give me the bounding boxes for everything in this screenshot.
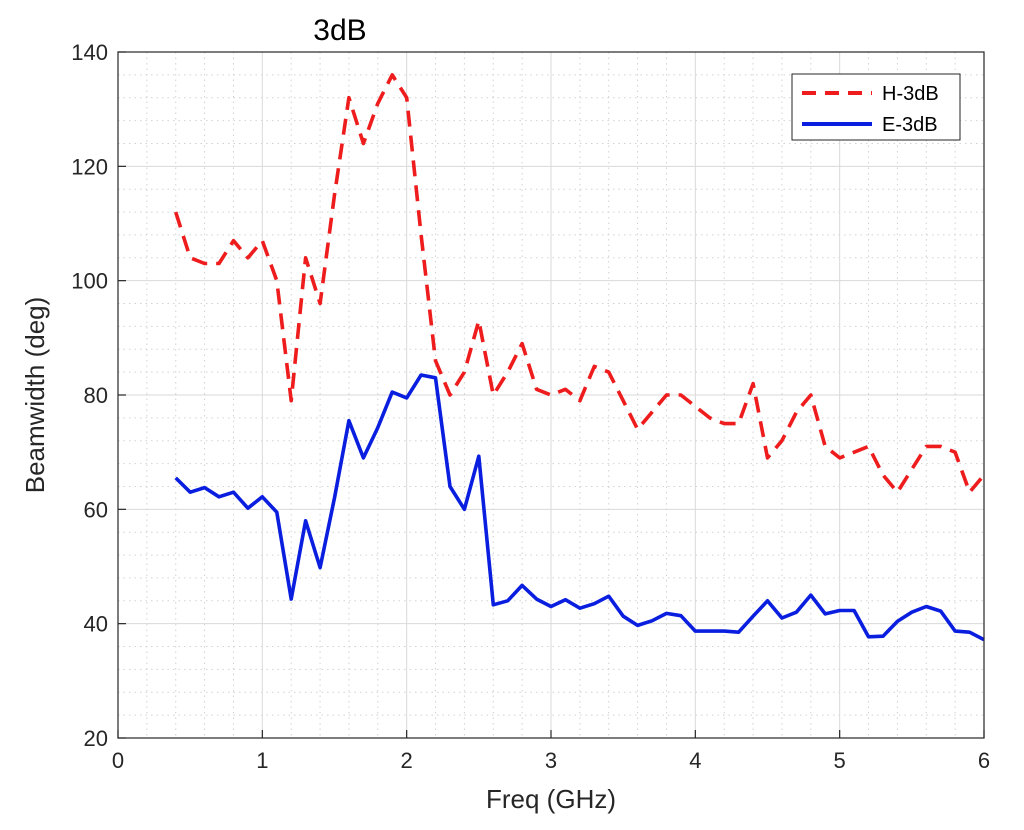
- y-tick-label: 40: [84, 612, 108, 637]
- y-axis-label: Beamwidth (deg): [20, 297, 50, 494]
- legend-label-e-3db: E-3dB: [882, 114, 938, 136]
- x-tick-label: 4: [689, 748, 701, 773]
- x-tick-label: 3: [545, 748, 557, 773]
- x-tick-label: 5: [834, 748, 846, 773]
- y-tick-label: 60: [84, 497, 108, 522]
- x-tick-label: 6: [978, 748, 990, 773]
- legend-label-h-3db: H-3dB: [882, 83, 939, 105]
- x-tick-label: 2: [401, 748, 413, 773]
- chart-title: 3dB: [313, 14, 366, 47]
- legend: H-3dB E-3dB: [792, 74, 960, 140]
- y-tick-label: 120: [71, 154, 108, 179]
- y-tick-label: 100: [71, 269, 108, 294]
- x-axis-label: Freq (GHz): [486, 784, 616, 814]
- y-tick-label: 140: [71, 40, 108, 65]
- x-tick-label: 1: [256, 748, 268, 773]
- y-tick-label: 80: [84, 383, 108, 408]
- x-tick-label: 0: [112, 748, 124, 773]
- y-tick-label: 20: [84, 726, 108, 751]
